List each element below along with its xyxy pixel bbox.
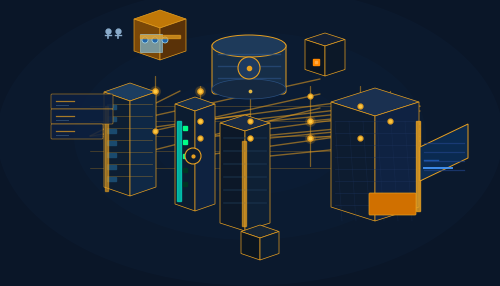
Bar <box>140 35 180 38</box>
Bar <box>107 129 116 133</box>
Bar <box>107 141 116 145</box>
Circle shape <box>162 37 168 43</box>
Ellipse shape <box>212 35 286 57</box>
Polygon shape <box>160 19 186 60</box>
Bar <box>242 141 246 226</box>
Polygon shape <box>195 104 215 211</box>
FancyBboxPatch shape <box>51 124 103 139</box>
Ellipse shape <box>74 32 426 240</box>
Polygon shape <box>260 231 279 260</box>
Polygon shape <box>331 102 375 221</box>
Circle shape <box>142 37 148 43</box>
Polygon shape <box>220 123 245 231</box>
Bar <box>105 106 108 191</box>
Bar <box>107 177 116 181</box>
Bar <box>107 117 116 121</box>
Polygon shape <box>241 225 279 238</box>
Polygon shape <box>305 39 325 76</box>
Bar <box>140 34 162 52</box>
Polygon shape <box>420 124 468 181</box>
Polygon shape <box>331 88 419 116</box>
Ellipse shape <box>212 79 286 99</box>
Bar <box>416 121 420 211</box>
Circle shape <box>185 148 201 164</box>
Circle shape <box>238 57 260 79</box>
Bar <box>107 165 116 169</box>
Polygon shape <box>134 19 160 60</box>
Polygon shape <box>241 231 260 260</box>
FancyBboxPatch shape <box>369 193 416 215</box>
Polygon shape <box>220 115 270 131</box>
Bar <box>177 121 181 201</box>
Polygon shape <box>130 92 156 196</box>
Polygon shape <box>245 123 270 231</box>
Polygon shape <box>104 92 130 196</box>
Polygon shape <box>175 104 195 211</box>
Polygon shape <box>375 102 419 221</box>
Bar <box>107 153 116 157</box>
Polygon shape <box>175 97 215 111</box>
Polygon shape <box>104 83 156 101</box>
Ellipse shape <box>151 78 349 194</box>
Polygon shape <box>134 10 186 28</box>
Bar <box>107 105 116 109</box>
Polygon shape <box>325 39 345 76</box>
FancyBboxPatch shape <box>51 109 113 124</box>
FancyBboxPatch shape <box>212 43 286 94</box>
Polygon shape <box>305 33 345 46</box>
Circle shape <box>152 37 158 43</box>
FancyBboxPatch shape <box>51 94 113 109</box>
